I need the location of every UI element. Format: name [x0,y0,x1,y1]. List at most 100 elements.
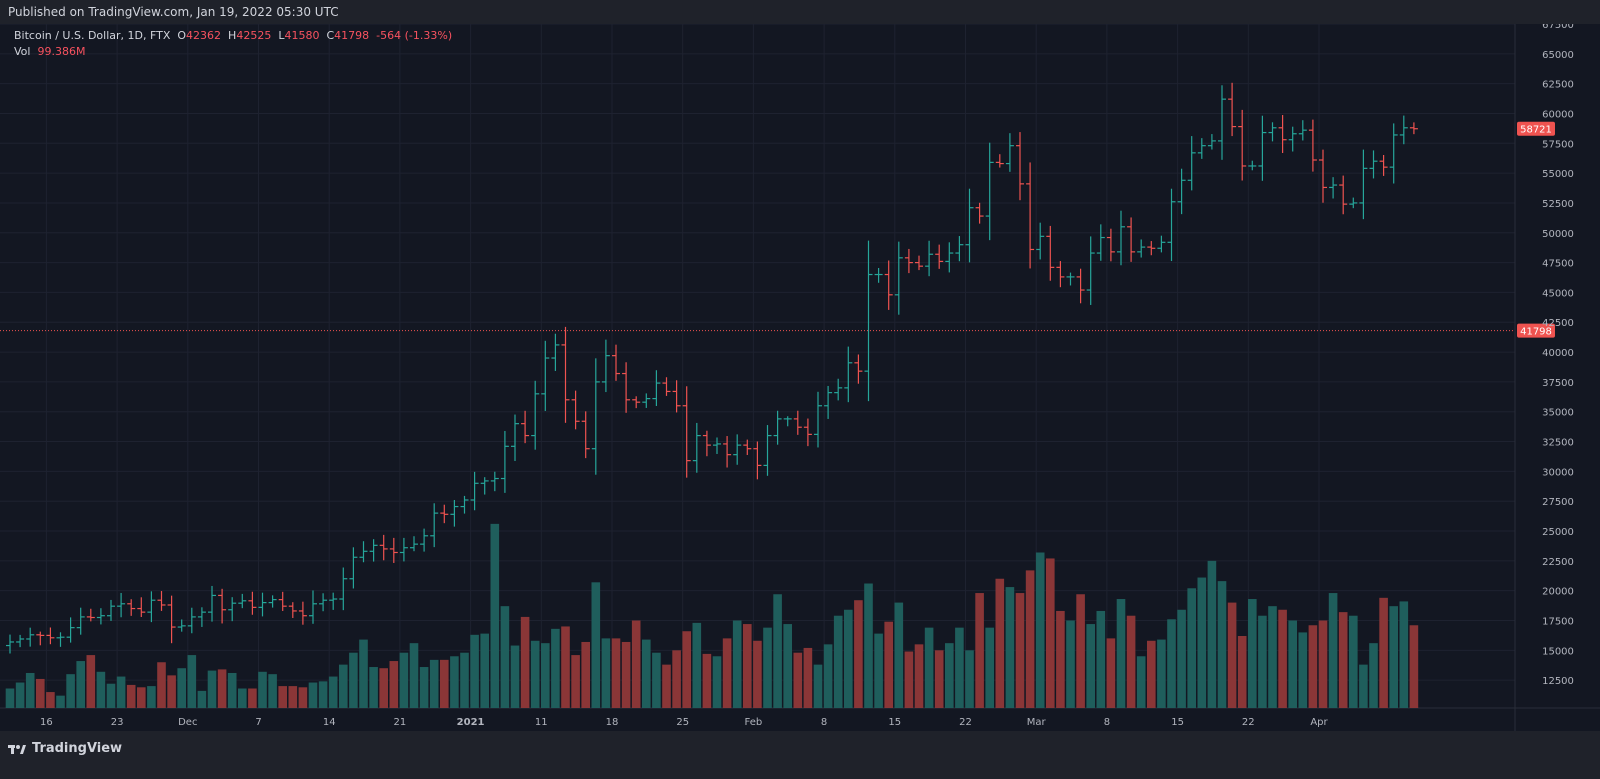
volume-bar [268,674,277,708]
volume-bar [601,638,611,708]
volume-bar [25,672,35,708]
tradingview-brand[interactable]: TradingView [8,741,122,756]
volume-bar [167,675,176,708]
volume-bar [571,655,580,708]
volume-bar [1076,594,1085,708]
current-price-tag [1517,323,1555,338]
volume-bar [5,688,15,708]
published-label: Published on TradingView.com, Jan 19, 20… [8,5,339,19]
volume-bar [126,684,136,708]
volume-bar [1046,558,1055,708]
volume-bar [793,652,803,708]
legend-ohlc-row: Bitcoin / U.S. Dollar, 1D, FTX O42362 H4… [14,28,452,44]
x-tick-label: Mar [1027,717,1047,728]
volume-bar [1015,593,1025,708]
x-tick-label: 14 [323,717,336,728]
volume-bar [147,686,156,708]
volume-bar [914,644,924,708]
legend-close-label: C [326,29,335,42]
volume-bar [318,681,328,708]
volume-bar [56,695,65,708]
volume-bar [854,600,863,708]
legend-close-value: 41798 [334,29,370,42]
volume-bar [1066,620,1075,708]
y-tick-label: 60000 [1542,109,1574,120]
volume-bar [1126,615,1136,708]
current-price-label: 41798 [1520,327,1552,338]
volume-bar [1409,625,1419,708]
y-tick-label: 65000 [1542,50,1574,61]
last-bar-price-tag [1517,121,1555,136]
legend-high-label: H [228,29,237,42]
chart-legend: Bitcoin / U.S. Dollar, 1D, FTX O42362 H4… [14,28,452,60]
volume-bar [1106,638,1116,708]
volume-bar [1086,624,1095,708]
tradingview-logo-icon [8,744,26,754]
volume-bar [945,643,954,708]
volume-bar [541,643,550,708]
y-tick-label: 42500 [1542,318,1574,329]
volume-bar [874,633,883,708]
volume-bar [743,624,752,708]
y-tick-label: 37500 [1542,378,1574,389]
legend-vol-value: 99.386M [37,45,86,58]
volume-bar [783,624,792,708]
volume-bar [510,645,520,708]
volume-bar [894,602,904,708]
volume-bar [1116,599,1126,708]
volume-bar [591,582,601,708]
volume-bar [924,627,934,708]
x-tick-label: 22 [1242,717,1255,728]
volume-bar [1187,588,1196,708]
volume-bar [500,606,510,708]
volume-bar [864,583,873,708]
volume-bar [1308,625,1318,708]
volume-bar [753,640,762,708]
y-tick-label: 15000 [1542,646,1574,657]
volume-bar [904,651,914,708]
volume-bar [339,664,348,708]
volume-bar [258,671,267,708]
volume-bar [702,653,712,708]
volume-bar [288,686,298,708]
volume-bar [1136,656,1146,708]
x-tick-label: 7 [255,717,261,728]
chart-area[interactable]: 41798 58721 12500 15000 17500 20000 22500 2500… [0,20,1600,731]
volume-bar [298,687,308,708]
volume-bar [803,647,813,708]
volume-bar [763,627,772,708]
volume-bar [1197,577,1207,708]
x-tick-label: 22 [959,717,972,728]
legend-low-label: L [278,29,285,42]
volume-bar [1167,619,1176,708]
x-tick-label: 15 [1171,717,1184,728]
y-tick-label: 32500 [1542,438,1574,449]
volume-bar [1298,632,1308,708]
volume-bar [965,650,974,708]
volume-bar [308,682,318,708]
x-tick-label: 11 [535,717,548,728]
legend-change: -564 (-1.33%) [376,29,453,42]
volume-bar [86,655,96,708]
volume-bar [692,622,702,708]
volume-bar [1157,639,1166,708]
x-tick-label: 25 [676,717,689,728]
volume-bar [46,692,55,708]
volume-bar [1035,552,1045,708]
y-tick-label: 52500 [1542,199,1574,210]
volume-bar [1056,610,1065,708]
x-tick-label: Feb [745,717,763,728]
volume-bar [1389,606,1398,708]
volume-bar [1227,602,1237,708]
volume-bar [137,687,146,708]
volume-bar [813,664,823,708]
y-tick-label: 20000 [1542,587,1574,598]
last-bar-price-label: 58721 [1520,125,1552,136]
volume-bar [460,652,469,708]
volume-bar [662,664,671,708]
volume-bar [1318,620,1328,708]
volume-bar [227,672,237,708]
y-tick-label: 27500 [1542,497,1574,508]
volume-bar [581,641,590,708]
price-chart[interactable]: 41798 58721 12500 15000 17500 20000 22500 2500… [0,20,1600,731]
